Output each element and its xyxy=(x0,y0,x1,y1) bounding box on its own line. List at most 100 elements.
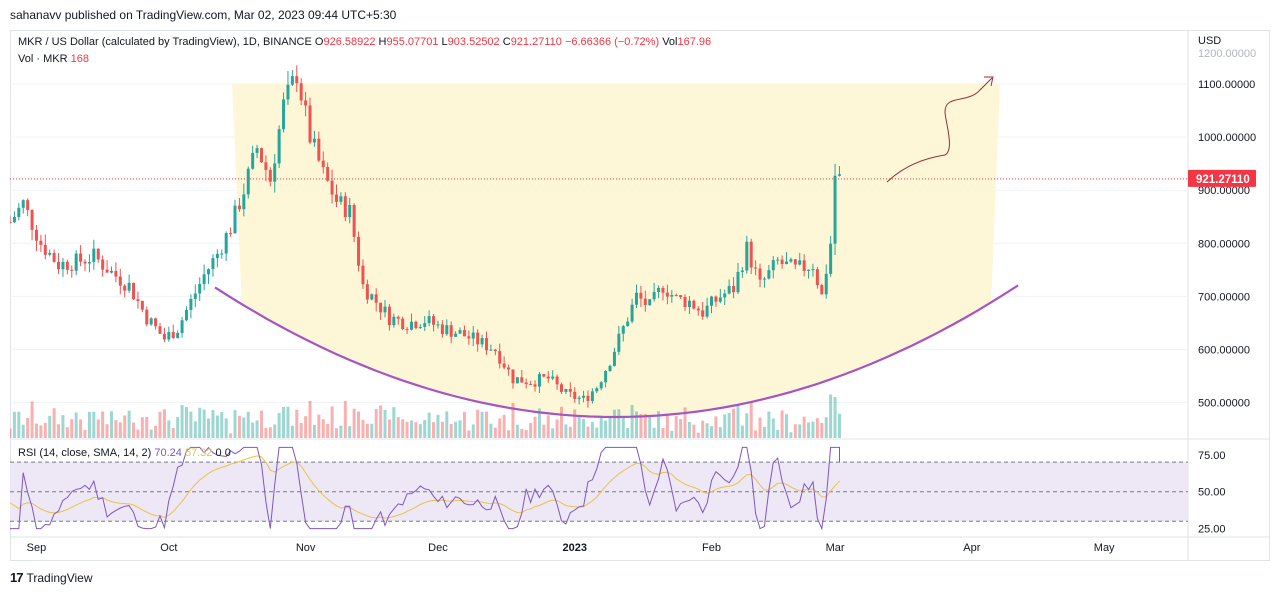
volume-bar xyxy=(92,411,96,438)
candle-body xyxy=(683,297,687,308)
rsi-extra-2: 0 xyxy=(224,447,231,459)
volume-bar xyxy=(643,414,647,438)
candle-body xyxy=(758,268,762,280)
candle-body xyxy=(295,76,299,84)
candle-body xyxy=(357,236,361,266)
candle-body xyxy=(427,316,431,324)
volume-bar xyxy=(489,423,493,438)
volume-bar xyxy=(233,410,237,438)
candle-body xyxy=(573,391,577,400)
volume-bar xyxy=(43,422,47,438)
volume-bar xyxy=(590,422,594,438)
volume-bar xyxy=(312,424,316,438)
volume-bar xyxy=(480,411,484,438)
candle-body xyxy=(308,105,312,143)
price-axis-label: 1000.00000 xyxy=(1198,132,1256,144)
candle-body xyxy=(643,298,647,306)
volume-bar xyxy=(683,407,687,438)
candle-body xyxy=(96,248,100,260)
candle-body xyxy=(537,374,541,387)
volume-bar xyxy=(586,426,590,438)
candle-body xyxy=(807,269,811,271)
candle-body xyxy=(789,259,793,262)
candle-body xyxy=(92,248,96,263)
volume-series-label[interactable]: Vol · MKR xyxy=(18,53,68,65)
volume-bar xyxy=(211,410,215,438)
volume-bar xyxy=(432,422,436,438)
candle-body xyxy=(612,351,616,366)
volume-bar xyxy=(471,424,475,438)
candle-body xyxy=(365,284,369,300)
volume-bar xyxy=(176,417,180,438)
volume-bar xyxy=(582,419,586,438)
volume-bar xyxy=(537,408,541,438)
candle-body xyxy=(198,283,202,294)
candle-body xyxy=(577,397,581,400)
volume-bar xyxy=(736,404,740,438)
candle-body xyxy=(507,367,511,370)
candle-body xyxy=(326,167,330,181)
candle-body xyxy=(559,384,563,392)
volume-bar xyxy=(246,411,250,438)
volume-bar xyxy=(387,419,391,438)
candle-body xyxy=(520,377,524,383)
candle-body xyxy=(202,274,206,284)
volume-bar xyxy=(533,416,537,438)
candle-body xyxy=(312,138,316,143)
rsi-label[interactable]: RSI (14, close, SMA, 14, 2) xyxy=(18,447,152,459)
footer-brand[interactable]: 17 TradingView xyxy=(10,570,93,585)
candle-body xyxy=(171,331,175,339)
candle-body xyxy=(405,329,409,331)
volume-bar xyxy=(202,409,206,438)
volume-bar xyxy=(507,430,511,438)
symbol-label[interactable]: MKR / US Dollar (calculated by TradingVi… xyxy=(18,36,312,48)
candle-body xyxy=(674,295,678,297)
volume-bar xyxy=(295,409,299,438)
candle-body xyxy=(290,76,294,85)
candle-body xyxy=(798,260,802,265)
candle-body xyxy=(215,253,219,259)
time-axis-label: Apr xyxy=(963,542,980,554)
time-axis-label: Dec xyxy=(428,542,448,554)
candle-body xyxy=(639,292,643,299)
rsi-value: 70.24 xyxy=(154,447,182,459)
candle-body xyxy=(621,326,625,334)
volume-bar xyxy=(785,414,789,438)
volume-bar xyxy=(829,394,833,438)
volume-bar xyxy=(70,419,74,438)
candle-body xyxy=(837,174,841,176)
volume-bar xyxy=(308,400,312,438)
candle-body xyxy=(83,261,87,264)
volume-bar xyxy=(498,418,502,438)
volume-bar xyxy=(661,427,665,438)
candle-body xyxy=(687,300,691,308)
volume-bar xyxy=(718,427,722,438)
volume-bar xyxy=(198,407,202,438)
candle-body xyxy=(829,243,833,274)
volume-bar xyxy=(502,414,506,438)
candle-body xyxy=(705,305,709,317)
candle-body xyxy=(304,100,308,106)
volume-bar xyxy=(449,423,453,438)
candle-body xyxy=(145,309,149,325)
volume-bar xyxy=(696,432,700,438)
volume-bar xyxy=(732,408,736,438)
volume-bar xyxy=(564,424,568,438)
volume-bar xyxy=(604,420,608,438)
volume-bar xyxy=(171,427,175,438)
candle-body xyxy=(220,253,224,255)
volume-bar xyxy=(229,433,233,438)
candle-body xyxy=(140,301,144,310)
time-axis-label: May xyxy=(1094,542,1115,554)
time-axis-label: Mar xyxy=(826,542,845,554)
volume-bar xyxy=(710,426,714,438)
volume-bar xyxy=(321,419,325,438)
volume-bar xyxy=(26,417,30,438)
volume-bar xyxy=(34,423,38,438)
open-label: O xyxy=(314,36,324,48)
volume-bar xyxy=(802,416,806,438)
volume-bar xyxy=(158,411,162,438)
volume-series-value: 168 xyxy=(70,53,89,65)
volume-bar xyxy=(608,416,612,438)
